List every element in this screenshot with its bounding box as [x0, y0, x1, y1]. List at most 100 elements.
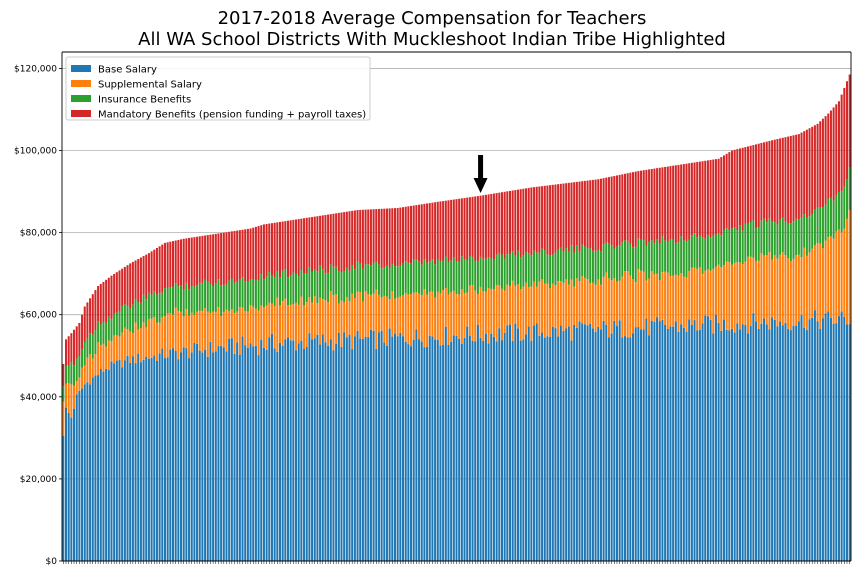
mandatory-benefits-segment — [832, 107, 835, 201]
base-salary-segment — [460, 343, 463, 561]
supplemental-salary-segment — [332, 295, 335, 351]
base-salary-segment — [118, 359, 121, 561]
mandatory-benefits-segment — [284, 221, 287, 269]
mandatory-benefits-segment — [359, 209, 362, 264]
mandatory-benefits-segment — [190, 237, 193, 286]
insurance-benefits-segment — [75, 358, 78, 382]
base-salary-segment — [313, 338, 316, 561]
insurance-benefits-segment — [388, 267, 391, 300]
supplemental-salary-segment — [321, 299, 324, 335]
insurance-benefits-segment — [629, 243, 632, 276]
base-salary-segment — [415, 329, 418, 561]
insurance-benefits-segment — [107, 316, 110, 341]
base-salary-segment — [238, 354, 241, 561]
insurance-benefits-segment — [813, 209, 816, 245]
insurance-benefits-segment — [367, 264, 370, 295]
mandatory-benefits-segment — [693, 162, 696, 234]
base-salary-segment — [533, 325, 536, 561]
supplemental-salary-segment — [658, 280, 661, 322]
insurance-benefits-segment — [682, 240, 685, 277]
supplemental-salary-segment — [420, 295, 423, 342]
base-salary-segment — [356, 330, 359, 561]
insurance-benefits-segment — [741, 230, 744, 265]
mandatory-benefits-segment — [147, 253, 150, 293]
mandatory-benefits-segment — [236, 230, 239, 282]
supplemental-salary-segment — [147, 318, 150, 359]
supplemental-salary-segment — [426, 294, 429, 347]
supplemental-salary-segment — [648, 278, 651, 336]
insurance-benefits-segment — [246, 281, 249, 312]
supplemental-salary-segment — [508, 286, 512, 325]
mandatory-benefits-segment — [573, 182, 576, 253]
base-salary-segment — [607, 337, 610, 561]
mandatory-benefits-segment — [626, 173, 629, 241]
insurance-benefits-segment — [270, 275, 273, 304]
mandatory-benefits-segment — [522, 188, 525, 256]
supplemental-salary-segment — [67, 383, 70, 413]
mandatory-benefits-segment — [383, 208, 386, 268]
supplemental-salary-segment — [514, 285, 517, 324]
supplemental-salary-segment — [776, 258, 779, 327]
base-salary-segment — [645, 318, 648, 561]
supplemental-salary-segment — [222, 311, 225, 348]
mandatory-benefits-segment — [725, 153, 728, 229]
supplemental-salary-segment — [562, 282, 565, 331]
insurance-benefits-segment — [153, 291, 156, 318]
mandatory-benefits-segment — [656, 168, 659, 240]
insurance-benefits-segment — [460, 256, 463, 290]
insurance-benefits-segment — [345, 267, 348, 298]
mandatory-benefits-segment — [736, 149, 739, 231]
mandatory-benefits-segment — [500, 192, 503, 255]
mandatory-benefits-segment — [733, 149, 736, 228]
insurance-benefits-segment — [514, 255, 517, 286]
mandatory-benefits-segment — [292, 219, 295, 273]
base-salary-segment — [447, 345, 450, 561]
supplemental-salary-segment — [677, 275, 680, 332]
insurance-benefits-segment — [527, 253, 530, 288]
insurance-benefits-segment — [621, 242, 624, 277]
insurance-benefits-segment — [487, 257, 490, 288]
base-salary-segment — [634, 327, 637, 561]
insurance-benefits-segment — [605, 242, 608, 273]
insurance-benefits-segment — [238, 279, 241, 307]
insurance-benefits-segment — [278, 277, 281, 306]
mandatory-benefits-segment — [273, 222, 276, 278]
mandatory-benefits-segment — [113, 273, 116, 314]
insurance-benefits-segment — [696, 237, 699, 269]
base-salary-segment — [399, 332, 402, 561]
insurance-benefits-segment — [645, 245, 648, 281]
insurance-benefits-segment — [771, 221, 774, 260]
base-salary-segment — [166, 357, 169, 561]
mandatory-benefits-segment — [364, 209, 367, 265]
supplemental-salary-segment — [150, 318, 153, 358]
supplemental-salary-segment — [268, 302, 271, 338]
insurance-benefits-segment — [399, 265, 402, 297]
mandatory-benefits-segment — [134, 260, 137, 300]
supplemental-salary-segment — [450, 292, 453, 342]
supplemental-salary-segment — [546, 283, 549, 337]
insurance-benefits-segment — [303, 273, 306, 306]
supplemental-salary-segment — [423, 289, 426, 348]
insurance-benefits-segment — [113, 313, 116, 336]
mandatory-benefits-segment — [407, 206, 410, 263]
supplemental-salary-segment — [431, 291, 434, 337]
insurance-benefits-segment — [589, 248, 592, 284]
insurance-benefits-segment — [254, 279, 257, 309]
base-salary-segment — [442, 344, 445, 561]
mandatory-benefits-segment — [105, 279, 108, 323]
mandatory-benefits-segment — [476, 196, 479, 262]
insurance-benefits-segment — [265, 276, 268, 306]
mandatory-benefits-segment — [458, 198, 461, 262]
insurance-benefits-segment — [827, 198, 830, 238]
legend-swatch — [71, 95, 91, 102]
supplemental-salary-segment — [674, 274, 677, 322]
base-salary-segment — [845, 324, 849, 561]
mandatory-benefits-segment — [78, 322, 81, 356]
insurance-benefits-segment — [800, 217, 803, 257]
base-salary-segment — [717, 322, 720, 561]
mandatory-benefits-segment — [575, 181, 578, 246]
mandatory-benefits-segment — [837, 101, 840, 192]
supplemental-salary-segment — [375, 289, 378, 349]
insurance-benefits-segment — [276, 271, 279, 298]
supplemental-salary-segment — [693, 267, 696, 321]
